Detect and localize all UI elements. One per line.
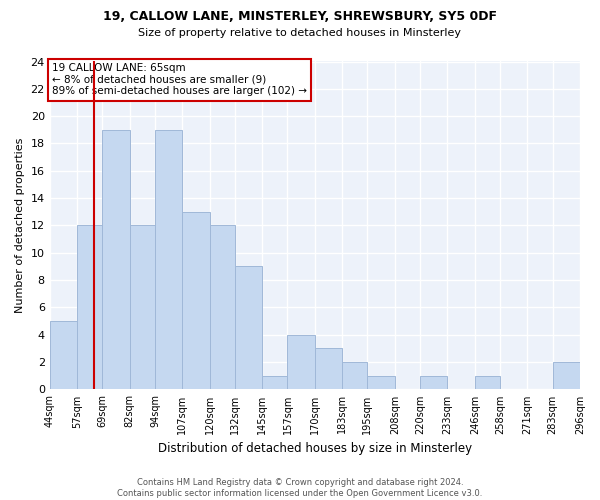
Bar <box>262 376 287 390</box>
Text: 19 CALLOW LANE: 65sqm
← 8% of detached houses are smaller (9)
89% of semi-detach: 19 CALLOW LANE: 65sqm ← 8% of detached h… <box>52 63 307 96</box>
Bar <box>77 226 102 390</box>
Bar <box>130 226 155 390</box>
Bar <box>102 130 130 390</box>
Y-axis label: Number of detached properties: Number of detached properties <box>15 138 25 313</box>
Bar <box>209 226 235 390</box>
Bar <box>235 266 262 390</box>
Bar <box>155 130 182 390</box>
Bar <box>367 376 395 390</box>
Bar <box>287 335 315 390</box>
Bar <box>50 321 77 390</box>
Bar <box>553 362 580 390</box>
Bar <box>475 376 500 390</box>
Text: Size of property relative to detached houses in Minsterley: Size of property relative to detached ho… <box>139 28 461 38</box>
Text: Contains HM Land Registry data © Crown copyright and database right 2024.
Contai: Contains HM Land Registry data © Crown c… <box>118 478 482 498</box>
Bar <box>182 212 209 390</box>
X-axis label: Distribution of detached houses by size in Minsterley: Distribution of detached houses by size … <box>158 442 472 455</box>
Bar <box>342 362 367 390</box>
Bar <box>420 376 448 390</box>
Text: 19, CALLOW LANE, MINSTERLEY, SHREWSBURY, SY5 0DF: 19, CALLOW LANE, MINSTERLEY, SHREWSBURY,… <box>103 10 497 23</box>
Bar <box>315 348 342 390</box>
